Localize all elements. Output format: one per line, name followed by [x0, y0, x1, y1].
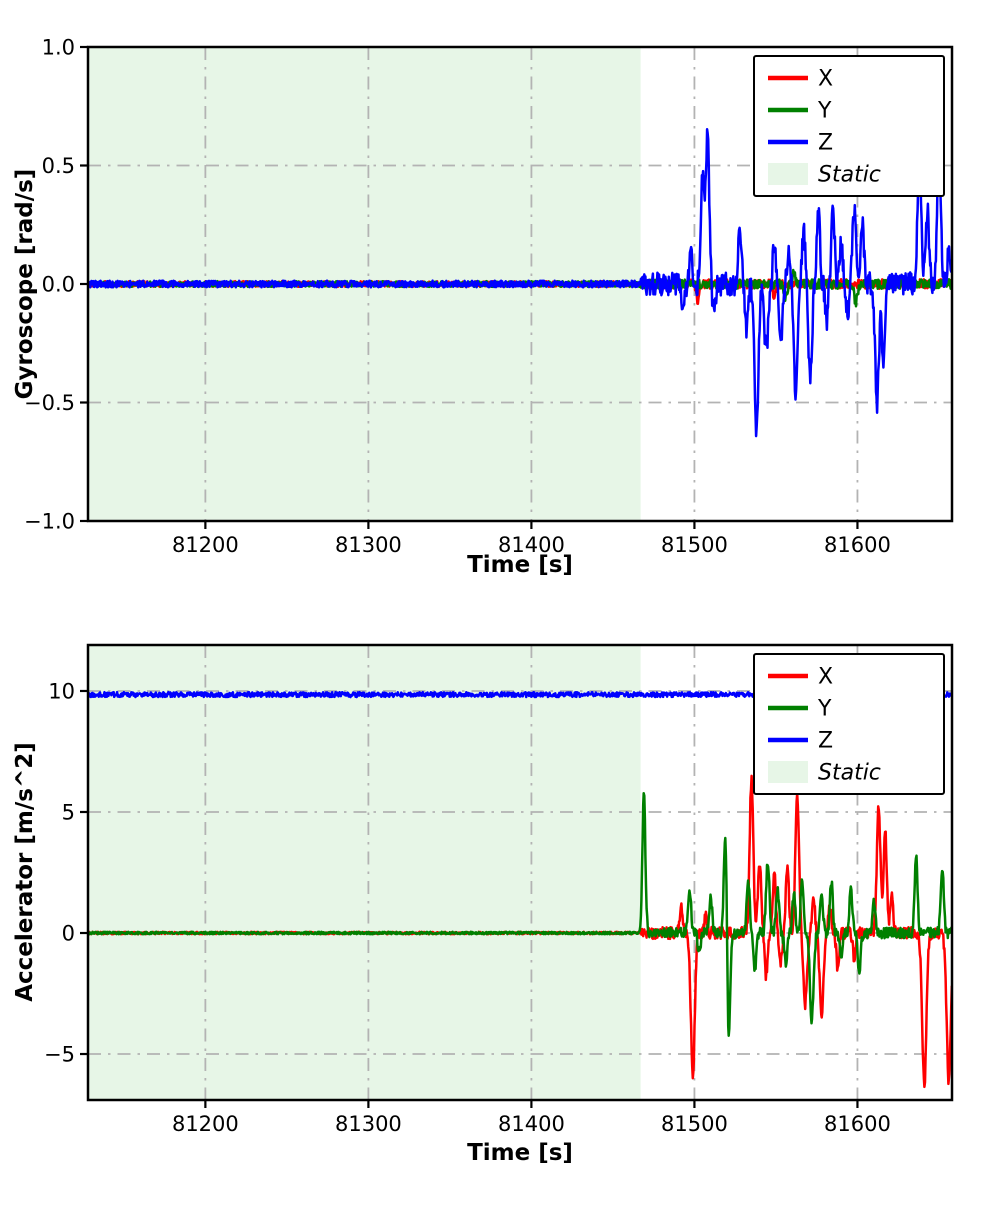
y-tick-label: 0.5 — [42, 154, 75, 178]
legend-label-X: X — [818, 665, 833, 690]
gyroscope-plot-canvas: 81200 81300 81400 81500 81600 −1.0 −0.5 0.0 0.5 1… — [24, 35, 954, 557]
gyroscope-x-axis-label: Time [s] — [467, 552, 573, 578]
legend-box — [753, 653, 945, 795]
axes-frame — [86, 643, 954, 1102]
x-tick-label: 81600 — [824, 533, 891, 557]
series-line-Z — [88, 128, 952, 438]
y-tick-label: 0 — [62, 921, 75, 945]
x-tick-label: 81200 — [172, 533, 239, 557]
legend-label-Static: Static — [818, 163, 881, 188]
y-tick-label: −0.5 — [24, 391, 75, 415]
x-tick-label: 81300 — [335, 533, 402, 557]
x-tick-label: 81600 — [824, 1112, 891, 1136]
legend-label-Z: Z — [818, 729, 833, 754]
y-tick-label: 0.0 — [42, 272, 75, 296]
x-tick-label: 81200 — [172, 1112, 239, 1136]
series-line-Y — [88, 791, 952, 1037]
y-tick-label: 10 — [48, 679, 75, 703]
gyroscope-chart: 81200 81300 81400 81500 81600 −1.0 −0.5 0.0 0.5 1… — [12, 35, 954, 578]
x-tick-label: 81400 — [498, 1112, 565, 1136]
gyroscope-y-axis-label: Gyroscope [rad/s] — [12, 168, 38, 400]
accelerator-chart: 81200 81300 81400 81500 81600 −5 0 5 10 X Y Z Static… — [0, 614, 992, 1228]
legend-label-Y: Y — [817, 697, 832, 722]
accelerator-y-axis-label: Accelerator [m/s^2] — [12, 742, 38, 1002]
legend-patch-static — [768, 761, 808, 783]
x-tick-label: 81500 — [661, 1112, 728, 1136]
legend-label-Y: Y — [817, 99, 832, 124]
legend-label-Static: Static — [818, 761, 881, 786]
legend-patch-static — [768, 163, 808, 185]
x-tick-label: 81400 — [498, 533, 565, 557]
accelerator-plot-canvas: 81200 81300 81400 81500 81600 −5 0 5 10 XYZ Static — [44, 643, 954, 1136]
x-tick-label: 81500 — [661, 533, 728, 557]
legend: XYZ Static — [753, 55, 945, 197]
legend-box — [753, 55, 945, 197]
y-tick-label: −1.0 — [24, 509, 75, 533]
series-group — [88, 128, 952, 438]
legend: XYZ Static — [753, 653, 945, 795]
y-tick-label: −5 — [44, 1042, 75, 1066]
legend-label-Z: Z — [818, 131, 833, 156]
y-tick-label: 1.0 — [42, 35, 75, 59]
legend-label-X: X — [818, 67, 833, 92]
accelerator-x-axis-label: Time [s] — [467, 1140, 573, 1166]
static-region — [88, 645, 641, 1100]
x-tick-label: 81300 — [335, 1112, 402, 1136]
y-tick-label: 5 — [62, 800, 75, 824]
